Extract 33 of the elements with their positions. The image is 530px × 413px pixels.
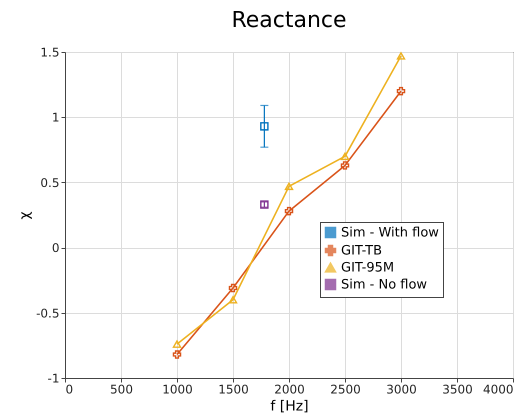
y-tick-label: 1.5 xyxy=(40,46,60,60)
point xyxy=(260,122,269,131)
x-tick-label: 1000 xyxy=(162,382,193,396)
legend-label: Sim - No flow xyxy=(341,278,428,292)
legend-label: Sim - With flow xyxy=(341,226,440,240)
x-tick-label: 3000 xyxy=(386,382,417,396)
point xyxy=(396,52,406,60)
y-tick-label: 0 xyxy=(52,241,60,256)
point xyxy=(172,340,182,348)
x-tick-label: 0 xyxy=(66,382,74,396)
point xyxy=(228,284,238,292)
x-axis-title: f [Hz] xyxy=(270,398,309,413)
point xyxy=(340,161,350,170)
point xyxy=(228,296,238,304)
y-tick-label: -1 xyxy=(48,372,60,386)
point xyxy=(284,206,294,216)
point xyxy=(284,182,294,190)
point xyxy=(172,350,182,359)
chart-title: Reactance xyxy=(231,8,347,33)
point xyxy=(340,152,350,160)
x-tick-label: 2500 xyxy=(330,382,361,396)
x-tick-label: 3500 xyxy=(442,382,473,396)
y-tick-label: 0.5 xyxy=(40,176,60,190)
x-tick-label: 2000 xyxy=(274,382,305,396)
legend-label: GIT-95M xyxy=(341,260,394,276)
x-tick-label: 500 xyxy=(110,382,133,396)
x-tick-label: 4000 xyxy=(482,382,514,396)
point xyxy=(396,86,406,96)
y-axis-title: χ xyxy=(17,211,34,220)
y-tick-label: -0.5 xyxy=(36,306,60,320)
legend-label: GIT-TB xyxy=(341,244,382,258)
x-tick-label: 1500 xyxy=(218,382,249,396)
y-tick-label: 1 xyxy=(52,110,60,125)
